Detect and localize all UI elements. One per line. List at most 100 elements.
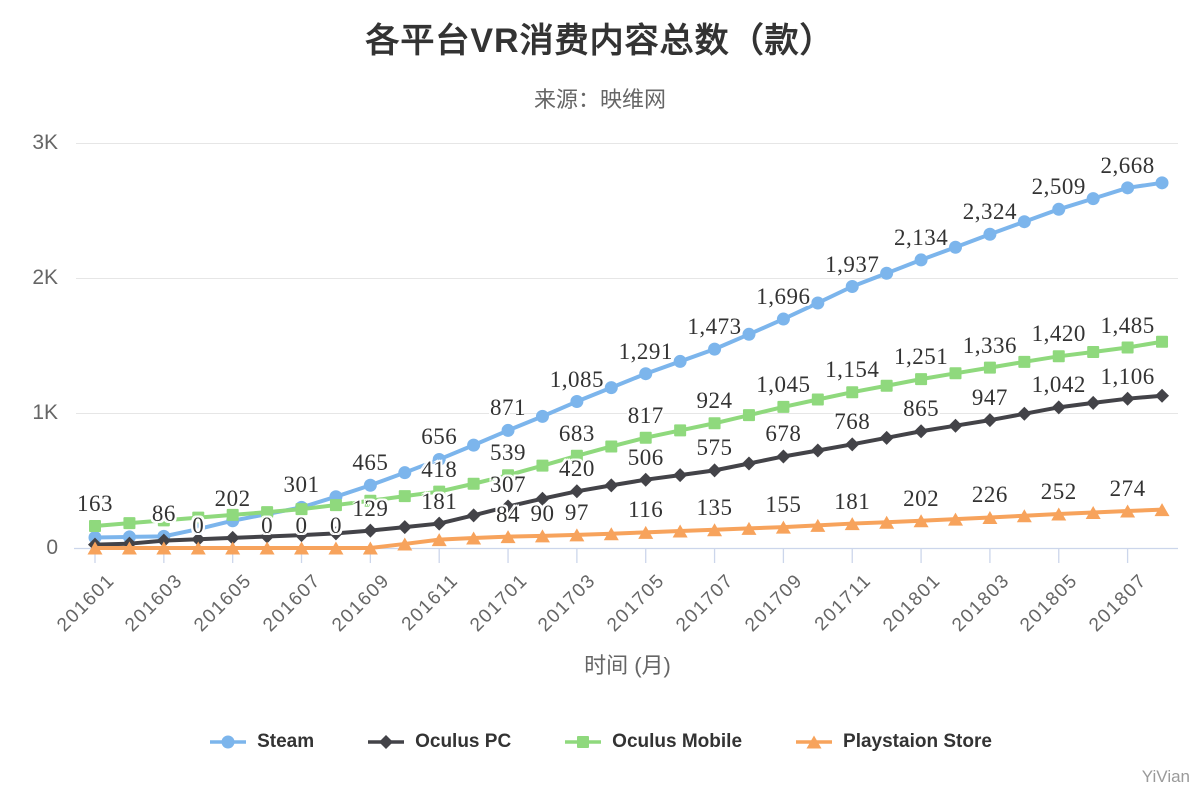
point-oculus-pc-201703[interactable] [569, 484, 584, 499]
point-oculus-pc-201603[interactable] [156, 533, 171, 548]
point-playstaion-store-201701[interactable] [500, 530, 516, 544]
point-steam-201803[interactable] [983, 227, 997, 241]
point-playstaion-store-201611[interactable] [431, 533, 447, 547]
point-steam-201612[interactable] [467, 438, 481, 452]
point-oculus-pc-201612[interactable] [466, 508, 481, 523]
point-steam-201802[interactable] [949, 240, 962, 254]
point-oculus-mobile-201702[interactable] [536, 459, 549, 472]
point-oculus-pc-201808[interactable] [1155, 388, 1170, 403]
point-playstaion-store-201606[interactable] [259, 541, 275, 555]
point-steam-201806[interactable] [1086, 192, 1100, 206]
point-oculus-pc-201608[interactable] [328, 526, 343, 541]
point-playstaion-store-201705[interactable] [638, 525, 654, 539]
point-playstaion-store-201804[interactable] [1016, 509, 1032, 523]
point-oculus-mobile-201602[interactable] [123, 517, 136, 530]
point-playstaion-store-201609[interactable] [362, 541, 378, 555]
point-steam-201710[interactable] [811, 296, 825, 310]
point-oculus-pc-201704[interactable] [604, 478, 619, 493]
point-playstaion-store-201607[interactable] [294, 541, 310, 555]
point-oculus-pc-201701[interactable] [501, 499, 516, 514]
point-oculus-pc-201607[interactable] [294, 528, 309, 543]
point-playstaion-store-201703[interactable] [569, 528, 585, 542]
point-oculus-pc-201709[interactable] [776, 449, 791, 464]
point-playstaion-store-201706[interactable] [672, 524, 688, 538]
point-steam-201706[interactable] [673, 354, 687, 368]
point-playstaion-store-201602[interactable] [121, 541, 137, 555]
point-oculus-mobile-201711[interactable] [846, 386, 859, 399]
point-oculus-mobile-201601[interactable] [89, 519, 101, 532]
point-playstaion-store-201806[interactable] [1085, 505, 1101, 519]
point-steam-201601[interactable] [88, 530, 102, 544]
point-oculus-pc-201702[interactable] [535, 491, 550, 506]
point-oculus-mobile-201807[interactable] [1121, 341, 1134, 354]
point-oculus-pc-201706[interactable] [673, 468, 688, 483]
legend-item-steam[interactable]: Steam [208, 731, 314, 753]
point-steam-201805[interactable] [1052, 202, 1066, 216]
point-playstaion-store-201711[interactable] [844, 517, 860, 531]
point-oculus-pc-201807[interactable] [1120, 391, 1135, 406]
legend-item-oculus-pc[interactable]: Oculus PC [366, 731, 511, 753]
point-steam-201711[interactable] [845, 280, 859, 294]
point-oculus-mobile-201707[interactable] [708, 417, 721, 430]
point-steam-201807[interactable] [1121, 181, 1135, 195]
point-oculus-mobile-201603[interactable] [157, 514, 170, 527]
point-steam-201611[interactable] [432, 452, 446, 466]
point-oculus-mobile-201609[interactable] [364, 494, 377, 507]
point-playstaion-store-201603[interactable] [156, 541, 172, 555]
point-playstaion-store-201601[interactable] [87, 541, 103, 555]
point-oculus-mobile-201803[interactable] [983, 361, 996, 374]
point-oculus-mobile-201701[interactable] [502, 469, 515, 482]
point-oculus-pc-201705[interactable] [638, 472, 653, 487]
point-oculus-pc-201806[interactable] [1086, 395, 1101, 410]
point-oculus-pc-201610[interactable] [397, 520, 412, 535]
point-playstaion-store-201709[interactable] [775, 520, 791, 534]
point-oculus-mobile-201709[interactable] [777, 400, 790, 413]
point-oculus-mobile-201607[interactable] [295, 503, 308, 516]
point-steam-201707[interactable] [708, 342, 722, 356]
point-playstaion-store-201807[interactable] [1120, 504, 1136, 518]
point-oculus-mobile-201808[interactable] [1156, 335, 1169, 348]
point-steam-201702[interactable] [535, 409, 549, 423]
point-oculus-mobile-201604[interactable] [192, 511, 205, 524]
point-playstaion-store-201712[interactable] [879, 515, 895, 529]
point-oculus-pc-201606[interactable] [260, 529, 275, 544]
legend-item-oculus-mobile[interactable]: Oculus Mobile [563, 731, 742, 753]
point-steam-201609[interactable] [363, 478, 377, 492]
point-oculus-mobile-201610[interactable] [398, 490, 411, 503]
point-playstaion-store-201608[interactable] [328, 541, 344, 555]
point-oculus-pc-201710[interactable] [810, 443, 825, 458]
point-oculus-mobile-201612[interactable] [467, 477, 480, 490]
point-playstaion-store-201805[interactable] [1051, 507, 1067, 521]
point-oculus-pc-201711[interactable] [845, 437, 860, 452]
point-playstaion-store-201604[interactable] [190, 541, 206, 555]
point-oculus-pc-201604[interactable] [191, 532, 206, 547]
point-oculus-mobile-201706[interactable] [674, 424, 687, 437]
point-oculus-mobile-201801[interactable] [915, 373, 928, 386]
point-oculus-pc-201801[interactable] [914, 424, 929, 439]
point-playstaion-store-201802[interactable] [948, 512, 963, 526]
point-playstaion-store-201801[interactable] [913, 514, 929, 528]
point-playstaion-store-201710[interactable] [810, 518, 826, 532]
point-oculus-mobile-201703[interactable] [570, 449, 583, 462]
point-oculus-pc-201708[interactable] [741, 456, 756, 471]
point-steam-201712[interactable] [880, 266, 894, 280]
point-oculus-pc-201804[interactable] [1017, 406, 1032, 421]
point-playstaion-store-201704[interactable] [603, 527, 619, 541]
point-oculus-mobile-201708[interactable] [742, 409, 755, 422]
point-playstaion-store-201610[interactable] [397, 537, 413, 551]
point-oculus-pc-201712[interactable] [879, 430, 894, 445]
point-steam-201703[interactable] [570, 395, 584, 409]
point-oculus-mobile-201606[interactable] [261, 506, 274, 519]
point-oculus-mobile-201804[interactable] [1018, 355, 1031, 368]
point-oculus-mobile-201611[interactable] [433, 485, 446, 498]
point-playstaion-store-201808[interactable] [1154, 503, 1170, 517]
point-oculus-pc-201605[interactable] [225, 530, 240, 545]
point-steam-201804[interactable] [1017, 215, 1031, 229]
point-oculus-mobile-201712[interactable] [880, 379, 893, 392]
point-oculus-mobile-201705[interactable] [639, 431, 652, 444]
point-steam-201708[interactable] [742, 327, 756, 341]
point-playstaion-store-201605[interactable] [225, 541, 241, 555]
point-steam-201801[interactable] [914, 253, 928, 267]
point-steam-201705[interactable] [639, 367, 653, 381]
point-steam-201604[interactable] [191, 522, 205, 536]
